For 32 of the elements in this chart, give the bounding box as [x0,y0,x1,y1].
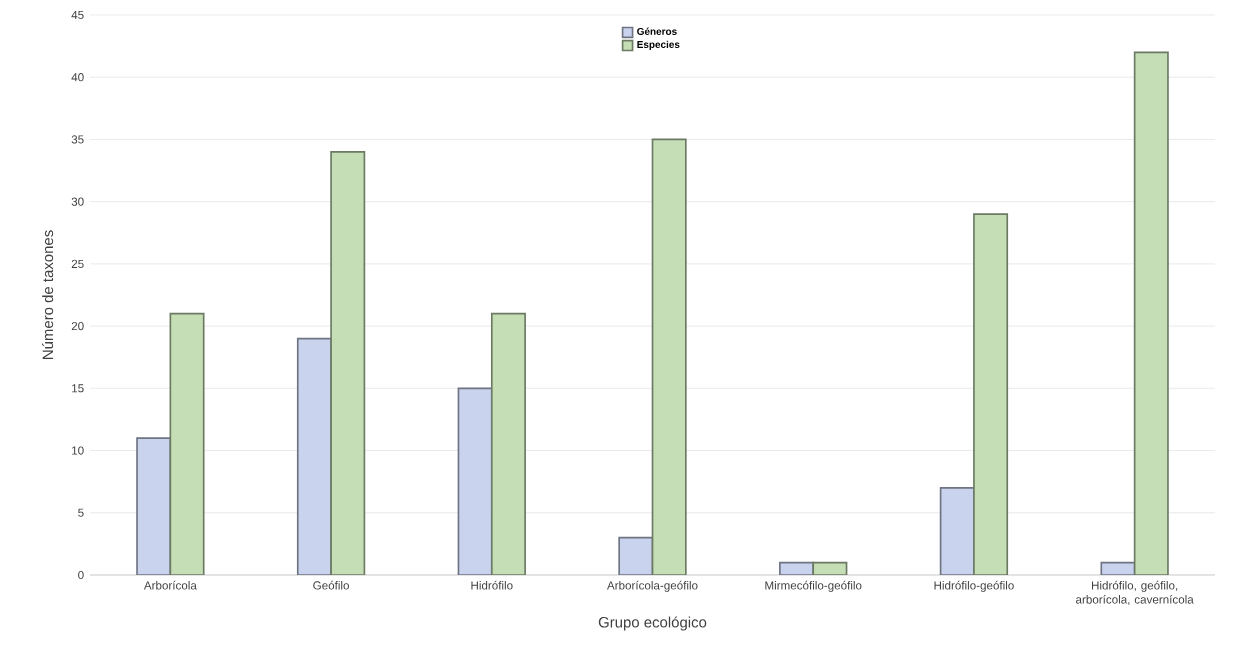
x-tick-label: Hidrófilo-geófilo [934,581,1014,593]
x-tick-label: Geófilo [313,581,349,590]
legend-label: Géneros [637,27,677,36]
y-tick-label: 40 [71,73,84,82]
x-tick-label: Mirmecófilo-geófilo [765,581,862,593]
x-tick-label: Hidrófilo [471,581,513,590]
bar [490,313,526,576]
bar [618,537,654,576]
y-tick-label: 5 [78,508,84,517]
bar [296,337,332,576]
bar [973,213,1009,576]
y-tick-label: 15 [72,384,84,393]
y-tick-label: 20 [71,322,84,331]
bar [939,487,975,576]
bar [136,437,172,576]
y-tick-label: 30 [71,197,84,206]
x-tick-label: Arborícola-geófilo [606,581,698,593]
x-tick-label: Hidrófilo, geófilo, arborícola, cavernícola [1076,581,1194,606]
bar [457,387,493,576]
y-axis-title: Número de taxones [41,230,54,360]
y-tick-label: 45 [71,11,84,20]
x-axis-title: Grupo ecológico [598,616,707,631]
legend-label: Especies [637,40,680,51]
bar [169,313,205,576]
y-tick-label: 10 [72,446,84,455]
bar [651,138,687,576]
y-tick-label: 0 [78,571,84,580]
y-tick-label: 35 [71,135,84,144]
bar [330,151,366,576]
x-tick-label: Arborícola [143,581,197,590]
y-tick-label: 25 [71,259,84,269]
bar [1133,51,1169,576]
